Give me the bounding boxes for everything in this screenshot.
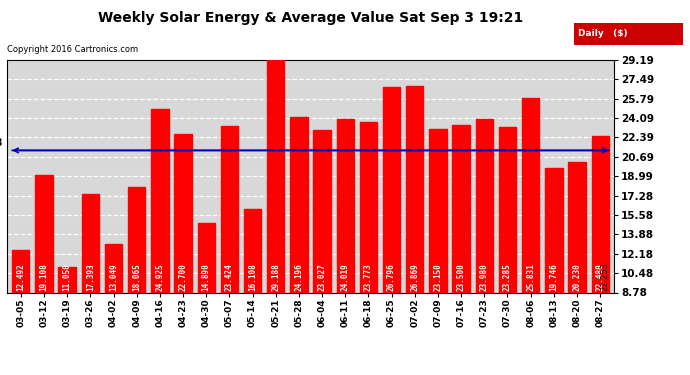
Text: 16.108: 16.108 (248, 263, 257, 291)
Bar (429, 129, 446, 292)
Bar (545, 168, 562, 292)
Text: 23.500: 23.500 (457, 263, 466, 291)
Bar (337, 119, 354, 292)
Bar (574, 22, 683, 45)
Bar (151, 109, 168, 292)
Bar (221, 126, 238, 292)
Text: 23.773: 23.773 (364, 263, 373, 291)
Text: Average  ($): Average ($) (460, 29, 522, 38)
Text: 23.027: 23.027 (317, 263, 326, 291)
Bar (59, 267, 76, 292)
Bar (522, 98, 540, 292)
Bar (35, 175, 52, 292)
Text: 19.108: 19.108 (39, 263, 48, 291)
Bar (499, 127, 516, 292)
Bar (569, 162, 586, 292)
Text: 26.869: 26.869 (411, 263, 420, 291)
Text: 23.424: 23.424 (225, 263, 234, 291)
Text: Daily   ($): Daily ($) (578, 29, 628, 38)
Bar (406, 87, 424, 292)
Text: 17.393: 17.393 (86, 263, 95, 291)
Text: 24.925: 24.925 (155, 263, 164, 291)
Text: 20.230: 20.230 (573, 263, 582, 291)
Text: 29.188: 29.188 (271, 263, 280, 291)
Text: 11.050: 11.050 (63, 263, 72, 291)
Bar (591, 136, 609, 292)
Bar (12, 250, 30, 292)
Bar (128, 187, 146, 292)
Text: 23.285: 23.285 (503, 263, 512, 291)
Text: 18.065: 18.065 (132, 263, 141, 291)
Text: 23.150: 23.150 (433, 263, 442, 291)
Bar (267, 60, 284, 292)
Text: 13.049: 13.049 (109, 263, 118, 291)
Text: Weekly Solar Energy & Average Value Sat Sep 3 19:21: Weekly Solar Energy & Average Value Sat … (98, 11, 523, 25)
Bar (475, 119, 493, 292)
Bar (453, 125, 470, 292)
Text: 22.480: 22.480 (595, 263, 604, 291)
Text: 21.253: 21.253 (600, 262, 609, 291)
Text: 12.492: 12.492 (17, 263, 26, 291)
Text: 24.019: 24.019 (341, 263, 350, 291)
Text: 14.890: 14.890 (201, 263, 210, 291)
Bar (244, 209, 262, 292)
Bar (197, 223, 215, 292)
Bar (383, 87, 400, 292)
Text: 26.796: 26.796 (387, 263, 396, 291)
Bar (290, 117, 308, 292)
Text: 22.700: 22.700 (179, 263, 188, 291)
Bar (175, 134, 192, 292)
Text: Copyright 2016 Cartronics.com: Copyright 2016 Cartronics.com (7, 45, 138, 54)
Bar (313, 130, 331, 292)
Text: 23.980: 23.980 (480, 263, 489, 291)
Text: 25.831: 25.831 (526, 263, 535, 291)
Bar (359, 122, 377, 292)
Text: 24.196: 24.196 (295, 263, 304, 291)
Text: 21.253: 21.253 (0, 138, 2, 148)
Bar (105, 244, 122, 292)
Text: 19.746: 19.746 (549, 263, 558, 291)
Bar (81, 194, 99, 292)
